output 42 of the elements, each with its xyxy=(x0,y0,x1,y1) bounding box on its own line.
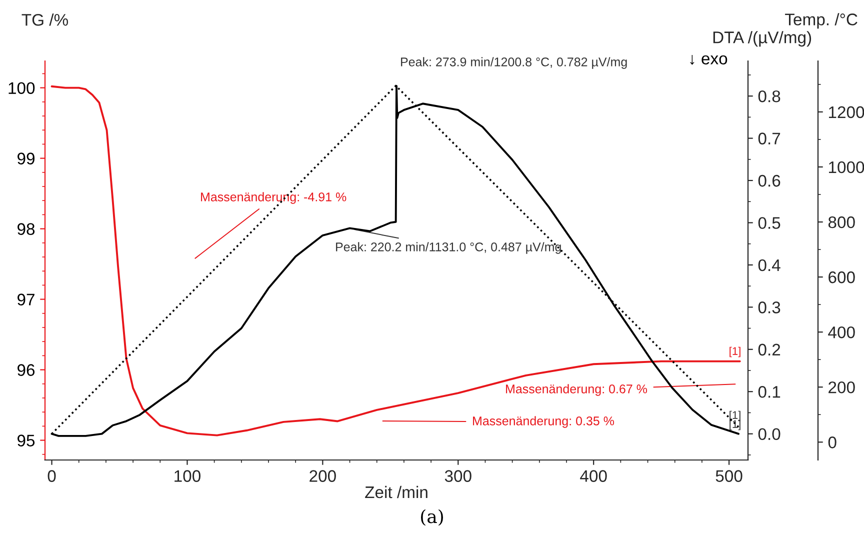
y2-tick-label: 0.0 xyxy=(758,428,780,440)
y2-tick-label: 0.8 xyxy=(758,90,780,102)
annotation: Peak: 273.9 min/1200.8 °C, 0.782 µV/mg xyxy=(401,57,627,69)
y-tick-label: 95 xyxy=(18,434,35,446)
annotation: Massenänderung: 0.35 % xyxy=(473,416,614,428)
y2-tick-label: 0.3 xyxy=(758,302,780,314)
y2-tick-label: 0.4 xyxy=(758,259,780,272)
y2-tick-label: 0.5 xyxy=(758,217,780,229)
y-tick-label: 100 xyxy=(8,82,35,94)
y-tick-label: 96 xyxy=(18,364,35,376)
y3-tick-label: 600 xyxy=(828,271,855,284)
y2-tick-label: 0.6 xyxy=(758,174,780,187)
annotation: [1] xyxy=(730,346,740,358)
y-tick-label: 97 xyxy=(18,294,34,306)
y2-tick-label: 0.7 xyxy=(758,132,780,144)
y3-tick-label: 1200 xyxy=(828,106,864,118)
x-tick-label: 100 xyxy=(174,470,200,482)
y3-tick-label: 400 xyxy=(828,326,855,338)
x-tick-label: 200 xyxy=(310,470,336,482)
y2-axis-title: DTA /(µV/mg) xyxy=(713,31,812,47)
annotation: [1] xyxy=(730,420,740,430)
annotation: Massenänderung: 0.67 % xyxy=(506,384,648,396)
y-axis-title: TG /% xyxy=(22,14,68,26)
y3-tick-label: 800 xyxy=(828,216,855,228)
text: (a) xyxy=(421,509,443,526)
y2-tick-label: 0.1 xyxy=(758,386,780,398)
annotation: ↓ exo xyxy=(690,54,728,65)
x-tick-label: 500 xyxy=(716,470,742,482)
annotation: Peak: 220.2 min/1131.0 °C, 0.487 µV/mg xyxy=(336,242,561,254)
x-axis-title: Zeit /min xyxy=(365,486,428,498)
y2-tick-label: 0.2 xyxy=(758,344,780,356)
y-tick-label: 99 xyxy=(18,152,34,164)
y3-tick-label: 1000 xyxy=(828,161,864,174)
x-tick-label: 300 xyxy=(444,470,472,482)
y3-tick-label: 200 xyxy=(828,381,855,394)
annotation: Massenänderung: -4.91 % xyxy=(201,192,346,204)
y-tick-label: 98 xyxy=(18,223,35,235)
annotation: [1] xyxy=(730,410,740,422)
y3-axis-title: Temp. /°C xyxy=(785,13,858,29)
y3-tick-label: 0 xyxy=(828,436,836,448)
x-tick-label: 0 xyxy=(48,470,56,482)
x-tick-label: 400 xyxy=(580,470,607,482)
